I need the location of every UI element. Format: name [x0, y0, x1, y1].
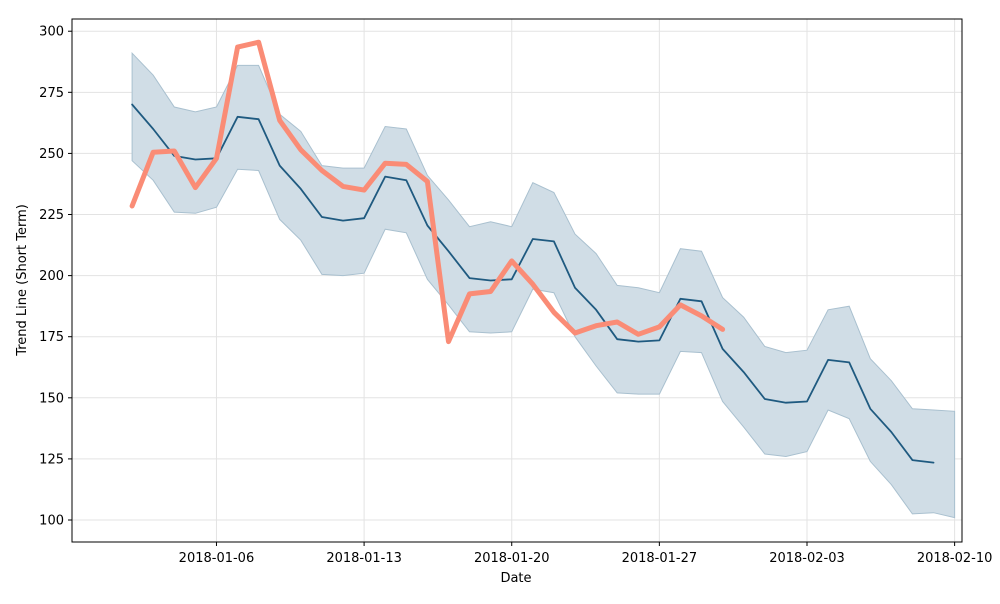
trend-line: [131, 103, 935, 464]
y-axis-label: Trend Line (Short Term): [15, 204, 30, 357]
y-tick-label: 250: [39, 147, 64, 162]
grid: [72, 19, 962, 542]
y-tick-label: 225: [39, 208, 64, 223]
x-tick-label: 2018-01-06: [179, 551, 255, 566]
actual-line: [129, 39, 726, 345]
x-tick-label: 2018-01-20: [474, 551, 550, 566]
x-tick-label: 2018-01-27: [622, 551, 698, 566]
series-lines-layer: [129, 39, 935, 464]
x-axis-label: Date: [500, 571, 531, 586]
y-tick-label: 175: [39, 330, 64, 345]
y-tick-label: 275: [39, 86, 64, 101]
y-tick-label: 125: [39, 452, 64, 467]
y-tick-label: 300: [39, 25, 64, 40]
axes: 100 125 150 175 200 225 250 275 300 2018-01-06 201…: [39, 18, 993, 566]
x-tick-label: 2018-02-03: [769, 551, 845, 566]
y-tick-label: 150: [39, 391, 64, 406]
x-tick-label: 2018-01-13: [326, 551, 402, 566]
y-tick-label: 100: [39, 514, 64, 529]
uncertainty-band-layer: [131, 51, 956, 519]
plot-frame: [71, 18, 963, 543]
uncertainty-band: [131, 51, 956, 519]
y-tick-label: 200: [39, 269, 64, 284]
x-tick-label: 2018-02-10: [917, 551, 993, 566]
